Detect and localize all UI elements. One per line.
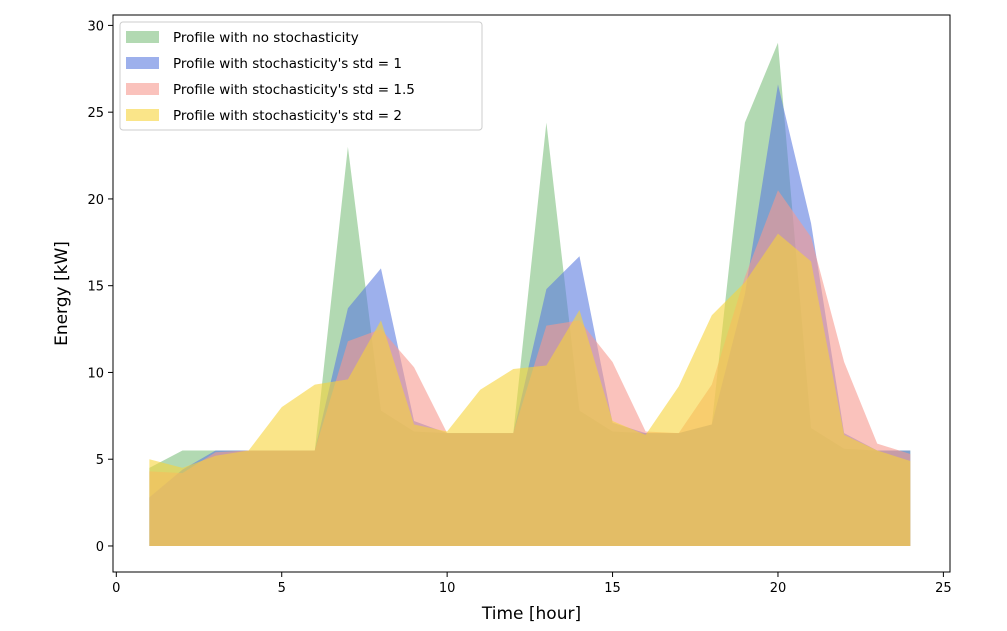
x-tick-label: 10 [439,581,456,596]
y-tick-label: 10 [87,366,104,381]
legend-swatch-1 [126,31,159,43]
y-tick-label: 25 [87,106,104,121]
x-tick-label: 15 [604,581,621,596]
x-axis-ticks: 0 5 10 15 20 25 [112,572,952,596]
x-tick-label: 0 [112,581,120,596]
y-tick-label: 20 [87,193,104,208]
x-tick-label: 25 [935,581,952,596]
legend-swatch-3 [126,83,159,95]
y-tick-label: 15 [87,280,104,295]
legend-label-1: Profile with no stochasticity [173,30,359,46]
legend-label-2: Profile with stochasticity's std = 1 [173,56,402,72]
y-tick-label: 0 [96,540,104,555]
x-tick-label: 20 [770,581,787,596]
legend-label-4: Profile with stochasticity's std = 2 [173,108,402,124]
legend-swatch-2 [126,57,159,69]
series-area-4 [149,233,911,546]
y-axis-ticks: 0 5 10 15 20 25 30 [87,19,113,555]
y-tick-label: 30 [87,19,104,34]
plot-frame [112,14,951,573]
x-tick-label: 5 [278,581,286,596]
legend-box [119,21,483,131]
legend-label-3: Profile with stochasticity's std = 1.5 [173,82,415,98]
x-axis-label: Time [hour] [481,604,581,624]
legend-swatch-4 [126,109,159,121]
series-areas [149,42,911,546]
y-axis-label: Energy [kW] [52,241,72,346]
legend: Profile with no stochasticity Profile wit… [119,21,483,131]
y-tick-label: 5 [96,453,104,468]
